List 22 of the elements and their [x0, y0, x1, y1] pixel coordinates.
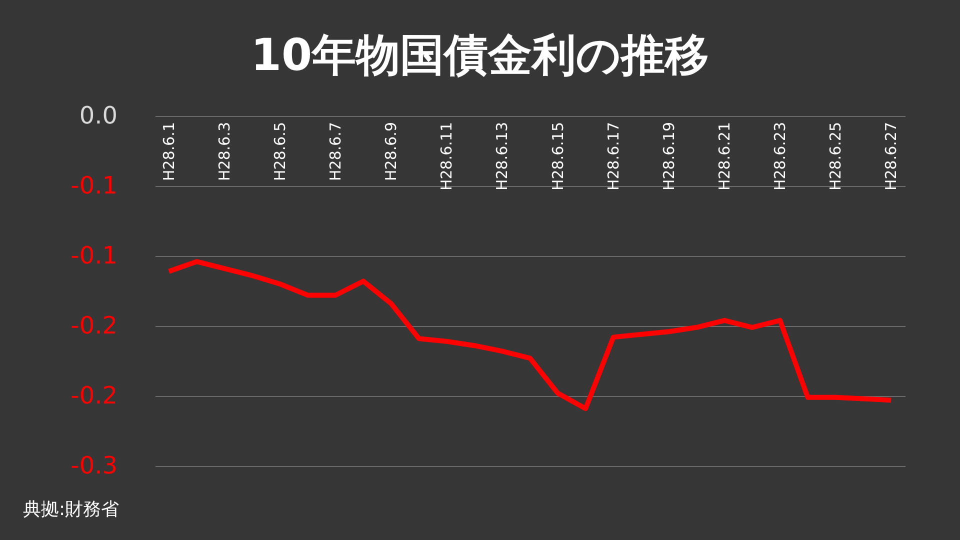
x-tick-label: H28.6.23 [771, 122, 789, 191]
chart-title: 10年物国債金利の推移 [250, 30, 710, 81]
x-tick-label: H28.6.17 [604, 122, 622, 191]
y-tick-label: 0.0 [79, 102, 118, 130]
x-tick-label: H28.6.1 [160, 122, 178, 181]
x-tick-label: H28.6.13 [493, 122, 512, 191]
y-tick-label: -0.2 [70, 382, 118, 410]
x-tick-label: H28.6.19 [660, 122, 678, 191]
y-tick-label: -0.2 [70, 312, 118, 340]
x-tick-label: H28.6.5 [271, 122, 289, 181]
x-tick-label: H28.6.7 [326, 122, 345, 181]
x-tick-label: H28.6.11 [438, 122, 456, 191]
x-tick-label: H28.6.3 [215, 122, 234, 181]
x-tick-label: H28.6.27 [882, 122, 900, 191]
y-tick-label: -0.3 [70, 452, 118, 480]
y-tick-label: -0.1 [70, 172, 118, 200]
x-tick-label: H28.6.9 [382, 122, 400, 181]
y-tick-label: -0.1 [70, 242, 118, 270]
text: 典拠:財務省 [23, 499, 120, 520]
x-tick-label: H28.6.15 [548, 122, 567, 191]
x-tick-label: H28.6.25 [826, 122, 845, 191]
x-tick-label: H28.6.21 [715, 122, 734, 191]
